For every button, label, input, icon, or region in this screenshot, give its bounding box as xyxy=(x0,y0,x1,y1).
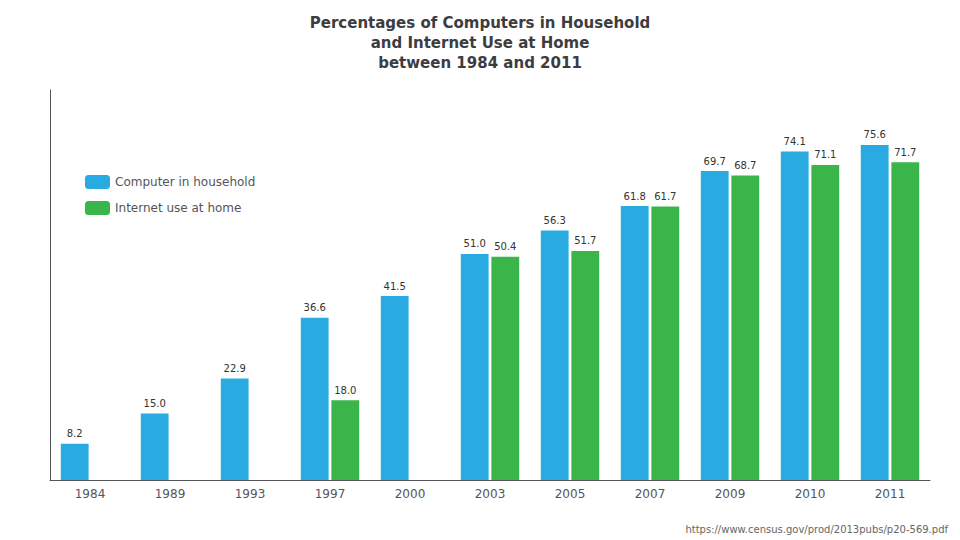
svg-text:68.7: 68.7 xyxy=(734,160,756,171)
svg-text:2005: 2005 xyxy=(555,487,586,501)
svg-text:71.7: 71.7 xyxy=(894,147,916,158)
svg-text:1984: 1984 xyxy=(75,487,106,501)
svg-text:51.7: 51.7 xyxy=(574,235,596,246)
svg-text:74.1: 74.1 xyxy=(784,136,806,147)
svg-text:51.0: 51.0 xyxy=(464,238,486,249)
svg-text:41.5: 41.5 xyxy=(384,281,406,292)
svg-text:1989: 1989 xyxy=(155,487,186,501)
svg-text:61.7: 61.7 xyxy=(654,191,676,202)
svg-text:56.3: 56.3 xyxy=(544,215,566,226)
svg-text:36.6: 36.6 xyxy=(304,302,326,313)
svg-text:and Internet Use at Home: and Internet Use at Home xyxy=(371,34,590,52)
svg-text:Percentages of Computers in Ho: Percentages of Computers in Household xyxy=(310,14,651,32)
svg-text:22.9: 22.9 xyxy=(224,363,246,374)
svg-text:18.0: 18.0 xyxy=(334,385,356,396)
svg-text:1993: 1993 xyxy=(235,487,266,501)
svg-text:71.1: 71.1 xyxy=(814,149,836,160)
svg-text:15.0: 15.0 xyxy=(144,398,166,409)
svg-text:8.2: 8.2 xyxy=(67,428,83,439)
svg-text:2007: 2007 xyxy=(635,487,666,501)
svg-text:Internet use at home: Internet use at home xyxy=(115,201,241,215)
svg-text:2011: 2011 xyxy=(875,487,906,501)
svg-text:https://www.census.gov/prod/20: https://www.census.gov/prod/2013pubs/p20… xyxy=(685,524,948,535)
svg-text:75.6: 75.6 xyxy=(864,129,886,140)
svg-text:1997: 1997 xyxy=(315,487,346,501)
svg-text:2003: 2003 xyxy=(475,487,506,501)
svg-text:61.8: 61.8 xyxy=(624,191,646,202)
svg-text:50.4: 50.4 xyxy=(494,241,516,252)
svg-text:2000: 2000 xyxy=(395,487,426,501)
svg-text:69.7: 69.7 xyxy=(704,156,726,167)
svg-text:Computer in household: Computer in household xyxy=(115,175,255,189)
svg-text:between 1984 and 2011: between 1984 and 2011 xyxy=(378,54,582,72)
svg-text:2010: 2010 xyxy=(795,487,826,501)
svg-text:2009: 2009 xyxy=(715,487,746,501)
